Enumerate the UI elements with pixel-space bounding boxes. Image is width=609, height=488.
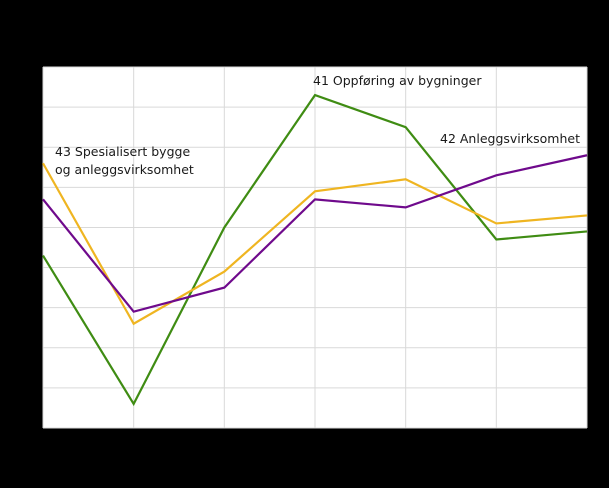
series-label: 42 Anleggsvirksomhet	[440, 131, 580, 146]
series-line	[42, 154, 588, 313]
series-label: 43 Spesialisert bygge	[55, 144, 190, 159]
series-lines	[42, 93, 588, 407]
series-label: og anleggsvirksomhet	[55, 162, 194, 177]
series-line	[42, 93, 588, 407]
series-label: 41 Oppføring av bygninger	[313, 73, 482, 88]
series-line	[42, 162, 588, 326]
gridlines	[42, 66, 588, 429]
series-annotations: 43 Spesialisert bygge og anleggsvirksomhe…	[55, 73, 580, 177]
